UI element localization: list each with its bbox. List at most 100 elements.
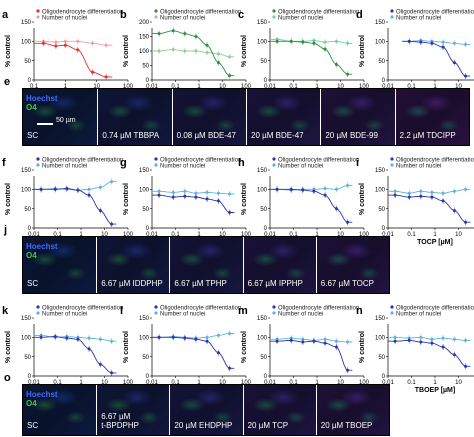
panel-label-i: i (356, 157, 359, 169)
data-point-nuclei (346, 183, 350, 187)
x-tick-label: 0.01 (28, 380, 40, 386)
y-tick-label: 0 (146, 374, 150, 380)
data-point-nuclei (452, 189, 456, 193)
data-point-nuclei (171, 48, 175, 52)
data-point-nuclei (76, 39, 80, 43)
legend-marker-nuclei (154, 15, 158, 19)
data-point-differentiation (346, 368, 350, 372)
data-point-nuclei (452, 41, 456, 45)
data-point-differentiation (323, 193, 327, 197)
stain-label-hoechst: Hoechst (26, 94, 58, 103)
legend-marker-nuclei (154, 311, 158, 315)
data-point-differentiation (205, 197, 209, 201)
data-point-nuclei (110, 339, 114, 343)
data-point-nuclei (183, 49, 187, 53)
data-point-nuclei (346, 340, 350, 344)
x-axis-label: TOCP [µM] (417, 239, 453, 246)
y-tick-label: 100 (257, 40, 268, 46)
y-axis-label: % control (359, 183, 366, 215)
stain-label-hoechst: Hoechst (26, 390, 58, 399)
data-point-nuclei (228, 192, 232, 196)
data-point-nuclei (205, 50, 209, 54)
tile-condition-label: 2.2 µM TDCIPP (399, 131, 456, 140)
panel-label-j: j (4, 224, 8, 236)
y-tick-label: 150 (375, 316, 386, 322)
y-tick-label: 50 (260, 207, 267, 213)
legend-differentiation: Oligodendrocyte differentiation (160, 306, 241, 312)
data-point-differentiation (334, 207, 338, 211)
series-line-nuclei (34, 181, 117, 191)
x-tick-label: 1 (64, 84, 68, 90)
y-tick-label: 100 (139, 49, 150, 55)
panel-label-f: f (2, 157, 6, 169)
tile-condition-label: 20 µM BDE-99 (325, 131, 378, 140)
data-point-differentiation (157, 32, 161, 36)
data-point-differentiation (323, 47, 327, 51)
legend-differentiation: Oligodendrocyte differentiation (42, 10, 123, 16)
data-point-nuclei (419, 335, 423, 339)
data-point-nuclei (194, 191, 198, 195)
data-point-differentiation (289, 187, 293, 191)
data-point-nuclei (205, 190, 209, 194)
data-point-nuclei (54, 40, 58, 44)
micrograph-tile: 20 µM BDE-99 (320, 89, 395, 145)
y-tick-label: 0 (146, 226, 150, 232)
stain-label-o4: O4 (26, 103, 37, 112)
data-point-differentiation (228, 74, 232, 78)
series-line-differentiation (270, 40, 353, 75)
micrograph-tile: 20 µM BDE-47 (246, 89, 321, 145)
series-line-nuclei (34, 40, 113, 46)
data-point-differentiation (430, 341, 434, 345)
data-point-differentiation (65, 336, 69, 340)
y-tick-label: 0 (28, 374, 32, 380)
x-tick-label: 0.01 (146, 380, 158, 386)
y-tick-label: 0 (382, 374, 386, 380)
y-tick-label: 0 (264, 226, 268, 232)
legend-marker-differentiation (390, 157, 394, 161)
series-line-nuclei (388, 336, 471, 341)
x-tick-label: 10 (455, 232, 462, 238)
legend-differentiation: Oligodendrocyte differentiation (42, 306, 123, 312)
legend-marker-nuclei (390, 311, 394, 315)
micrograph-tile: 0.08 µM BDE-47 (171, 89, 246, 145)
x-tick-label: 0.1 (407, 84, 416, 90)
data-point-differentiation (98, 362, 102, 366)
data-point-nuclei (205, 335, 209, 339)
tile-condition-label: 6.67 µM IPPHP (247, 279, 303, 288)
legend-marker-differentiation (390, 305, 394, 309)
series-line-differentiation (152, 336, 235, 369)
data-point-differentiation (228, 366, 232, 370)
x-axis-label: TBOEP [µM] (415, 387, 455, 394)
data-point-nuclei (216, 52, 220, 56)
data-point-nuclei (393, 335, 397, 339)
data-point-nuclei (216, 333, 220, 337)
y-tick-label: 100 (21, 336, 32, 342)
series-line-nuclei (34, 334, 117, 342)
data-point-differentiation (183, 32, 187, 36)
legend-marker-differentiation (272, 9, 276, 13)
data-point-differentiation (157, 193, 161, 197)
data-point-differentiation (312, 41, 316, 45)
x-tick-label: 0.1 (30, 84, 39, 90)
series-line-differentiation (34, 336, 117, 374)
data-point-nuclei (98, 337, 102, 341)
data-point-differentiation (289, 39, 293, 43)
legend-nuclei: Number of nuclei (42, 164, 87, 170)
data-point-nuclei (464, 187, 468, 191)
panel-label-b: b (120, 9, 127, 21)
series-line-differentiation (270, 188, 353, 223)
y-tick-label: 50 (378, 207, 385, 213)
data-point-differentiation (39, 187, 43, 191)
y-tick-label: 100 (21, 40, 32, 46)
data-point-nuclei (171, 190, 175, 194)
y-tick-label: 150 (375, 168, 386, 174)
x-tick-label: 0.01 (28, 232, 40, 238)
